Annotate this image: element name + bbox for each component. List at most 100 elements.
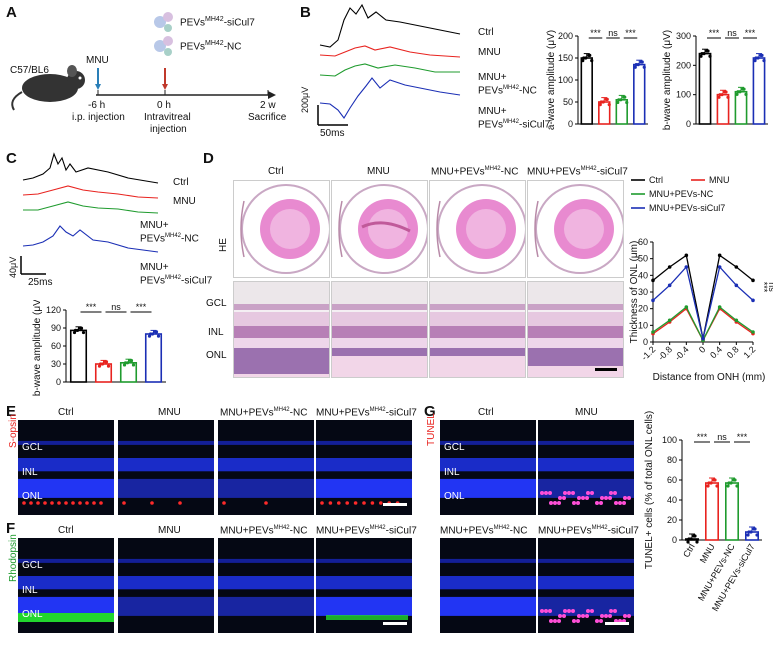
g-bottom-col-0: MNU+PEVsMH42-NC [440,525,528,537]
e-col-1: MNU [158,407,181,418]
panel-label-g: G [424,403,436,420]
d-y-tick-label: 40 [638,270,648,280]
trace-label-mnu: MNU [478,47,501,58]
f-fluoro-image-2 [218,538,314,633]
d-point [734,318,739,323]
d-point [651,298,655,303]
d-layer-onl: ONL [206,350,227,361]
f-fluoro-image-1 [118,538,214,633]
data-dot [607,103,611,107]
y-tick-label: 300 [676,31,691,41]
d-y-tick-label: 20 [638,304,648,314]
d-he-label: HE [218,238,229,252]
bar-2 [734,90,748,125]
bar-0 [698,52,712,125]
data-dot [727,481,731,485]
d-point [701,336,705,341]
g-layer-0: GCL [444,442,465,453]
data-dot [98,362,103,366]
he-eye-image [429,180,526,278]
data-dot [706,484,710,488]
d-point [717,265,722,269]
y-tick-label: 200 [558,31,573,41]
g-layer-1: INL [444,467,460,478]
y-axis-label: b-wave amplitude (μV) [662,30,673,130]
d-y-axis-label: Thickness of ONL (μm) [629,241,640,344]
data-dot [695,540,699,544]
sig-label: *** [625,28,636,38]
d-point [684,265,689,269]
data-dot [79,326,84,330]
bar-3 [144,333,163,383]
time-3-label: 2 w [260,100,276,111]
f-col-0: Ctrl [58,525,74,536]
sig-label: ns [717,432,727,442]
f-col-1: MNU [158,525,181,536]
data-dot [760,53,764,57]
he-retina-section [331,281,428,378]
d-y-tick-label: 30 [638,287,648,297]
d-point [684,253,689,258]
d-col-ctrl: Ctrl [268,166,284,177]
data-dot [590,59,594,63]
bar-1 [705,482,720,541]
e-col-2: MNU+PEVsMH42-NC [220,407,308,419]
y-tick-label: 100 [558,75,573,85]
data-dot [753,59,757,63]
data-dot [106,364,111,368]
data-dot [724,90,728,94]
data-dot [73,328,78,332]
legend-label: MNU+PEVs-siCul7 [649,203,725,213]
erg-trace-ctrl [319,3,461,48]
data-dot [686,540,690,544]
e-fluoro-image-1 [118,420,214,515]
y-tick-label: 0 [672,535,677,545]
data-dot [582,56,586,60]
data-dot [148,332,153,336]
d-point [734,265,739,269]
d-x-tick-label: -0.4 [673,344,691,362]
scalebar-c-time: 25ms [28,277,53,288]
d-point [667,283,672,288]
data-dot [755,533,759,537]
g-fluoro-top-image-1 [538,420,634,515]
data-dot [715,484,719,488]
d-ns-annot: ns [767,282,773,292]
erg-c-trace-sicul7 [22,225,159,253]
data-dot [104,360,109,364]
data-dot [154,330,159,334]
scalebar-b-time: 50ms [320,128,345,139]
bar-0 [580,57,593,125]
d-sig-annot: *** [759,282,769,293]
d-point [651,330,655,334]
data-dot [131,363,136,367]
y-tick-label: 40 [667,495,677,505]
g-fluoro-bottom-image-0 [440,538,536,633]
d-point [684,305,689,309]
y-axis-label: a-wave amplitude (μV) [546,30,557,130]
sig-label: *** [709,28,720,38]
y-tick-label: 120 [46,305,61,315]
data-dot [735,484,739,488]
g-fluoro-top-image-0 [440,420,536,515]
f-fluoro-image-3 [316,538,412,633]
d-col-nc: MNU+PEVsMH42-NC [431,166,519,178]
g-top-col-1: MNU [575,407,598,418]
g-bottom-col-1: MNU+PEVsMH42-siCul7 [538,525,639,537]
data-dot [156,334,161,338]
d-point [667,265,672,269]
g-category-label: Ctrl [681,542,697,559]
sig-label: *** [745,28,756,38]
e-fluoro-image-2 [218,420,314,515]
y-tick-label: 90 [51,323,61,333]
trace-label-sicul7: MNU+ PEVsMH42-siCul7 [478,106,551,131]
f-col-3: MNU+PEVsMH42-siCul7 [316,525,417,537]
data-dot [605,97,609,101]
data-dot [735,92,739,96]
erg-trace-mnu [319,45,461,58]
time-2-desc-2: injection [150,124,187,135]
syringe-icon-ip [95,68,101,90]
d-layer-gcl: GCL [206,298,227,309]
d-layer-inl: INL [208,327,224,338]
data-dot [753,527,757,531]
